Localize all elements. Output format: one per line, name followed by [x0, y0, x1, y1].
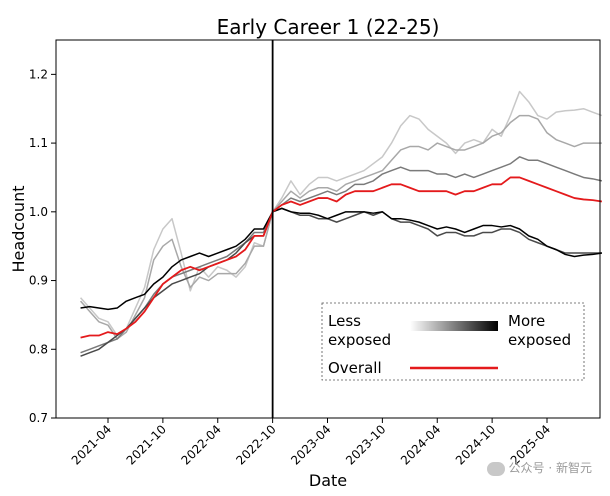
watermark-text: 公众号 · 新智元 — [508, 461, 592, 475]
x-tick-label: 2022-04 — [179, 422, 224, 467]
x-tick-label: 2023-04 — [288, 422, 333, 467]
series-line-q2 — [79, 114, 602, 340]
y-tick-label: 1.1 — [29, 136, 48, 150]
x-tick-label: 2021-10 — [124, 422, 169, 467]
series-line-overall — [80, 176, 603, 339]
legend-overall-label: Overall — [328, 359, 382, 377]
x-tick-label: 2024-04 — [398, 422, 443, 467]
chart-title: Early Career 1 (22-25) — [217, 15, 440, 39]
x-axis-label: Date — [309, 471, 347, 490]
watermark: 公众号 · 新智元 — [486, 459, 592, 476]
y-tick-label: 1.0 — [29, 205, 48, 219]
x-tick-label: 2023-10 — [343, 422, 388, 467]
y-tick-label: 0.7 — [29, 411, 48, 425]
legend-exposure-gradient — [410, 321, 498, 331]
legend-less-exposed-label: Less exposed — [328, 312, 391, 349]
legend: Less exposed More exposed Overall — [321, 302, 585, 381]
wechat-icon — [486, 461, 505, 476]
x-tick-label: 2021-04 — [69, 422, 114, 467]
x-tick-label: 2022-10 — [233, 422, 278, 467]
y-axis-label: Headcount — [9, 186, 28, 273]
series-line-q1 — [79, 90, 603, 337]
legend-more-exposed-label: More exposed — [508, 312, 571, 349]
series-line-q5 — [80, 207, 602, 311]
y-tick-label: 0.8 — [29, 342, 48, 356]
series-line-q4 — [80, 207, 602, 357]
y-tick-label: 0.9 — [29, 274, 48, 288]
y-tick-label: 1.2 — [29, 67, 48, 81]
